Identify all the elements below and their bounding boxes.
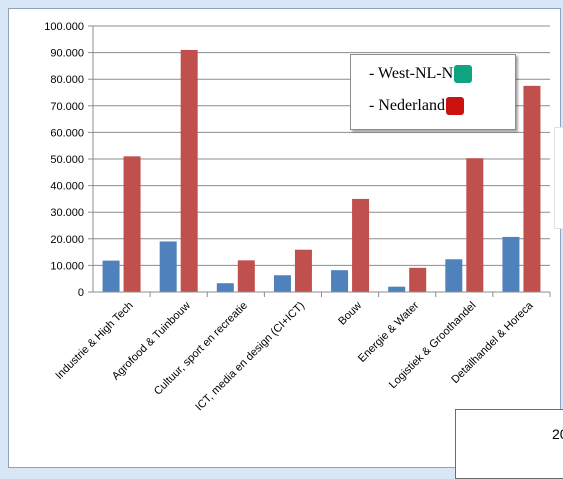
- bar-west-nl: [502, 236, 520, 292]
- bar-nederland: [294, 249, 312, 292]
- legend-label-west-nl: - West-NL-N: [369, 65, 454, 82]
- legend: - West-NL-N - Nederland: [350, 54, 516, 130]
- bar-nederland: [352, 198, 370, 292]
- y-tick-label: 20.000: [50, 234, 84, 246]
- bar-west-nl: [159, 241, 177, 292]
- bar-nederland: [409, 267, 427, 292]
- legend-swatch-west-nl: [454, 65, 473, 83]
- y-tick-label: 90.000: [50, 48, 84, 60]
- axes: [92, 26, 551, 297]
- legend-item-nederland: - Nederland: [369, 97, 464, 115]
- bar-nederland: [180, 49, 198, 292]
- bar-nederland: [523, 85, 541, 292]
- y-tick-label: 30.000: [50, 207, 84, 219]
- x-tick-label: Cultuur, sport en recreatie: [152, 300, 250, 398]
- y-tick-label: 60.000: [50, 127, 84, 139]
- x-tick-label: Energie & Water: [356, 299, 421, 364]
- y-tick-label: 10.000: [50, 260, 84, 272]
- legend-label-nederland: - Nederland: [369, 97, 445, 114]
- bar-west-nl: [216, 283, 234, 292]
- bar-west-nl: [102, 260, 120, 292]
- y-tick-label: 40.000: [50, 181, 84, 193]
- y-axis-ticks: 0 10.000 20.000 30.000 40.000 50.000 60.000 70.…: [44, 21, 93, 299]
- x-tick-label: Bouw: [336, 300, 364, 328]
- footer-box: 20: [455, 409, 563, 479]
- bar-nederland: [237, 260, 255, 292]
- y-tick-label: 0: [78, 287, 84, 299]
- bar-nederland: [123, 156, 141, 292]
- legend-swatch-nederland: [445, 97, 464, 115]
- bar-west-nl: [445, 259, 463, 292]
- y-tick-label: 80.000: [50, 74, 84, 86]
- bar-west-nl: [331, 270, 349, 292]
- partial-text-box: [554, 127, 563, 229]
- bars: [102, 49, 541, 292]
- y-tick-label: 100.000: [44, 21, 84, 33]
- x-tick-label: ICT, media en design (CI+ICT): [193, 300, 307, 414]
- bar-west-nl: [388, 286, 406, 292]
- footer-text: 20: [552, 426, 563, 442]
- y-tick-label: 70.000: [50, 101, 84, 113]
- bar-west-nl: [273, 275, 291, 292]
- legend-item-west-nl: - West-NL-N: [369, 65, 473, 83]
- bar-nederland: [466, 158, 484, 292]
- y-tick-label: 50.000: [50, 154, 84, 166]
